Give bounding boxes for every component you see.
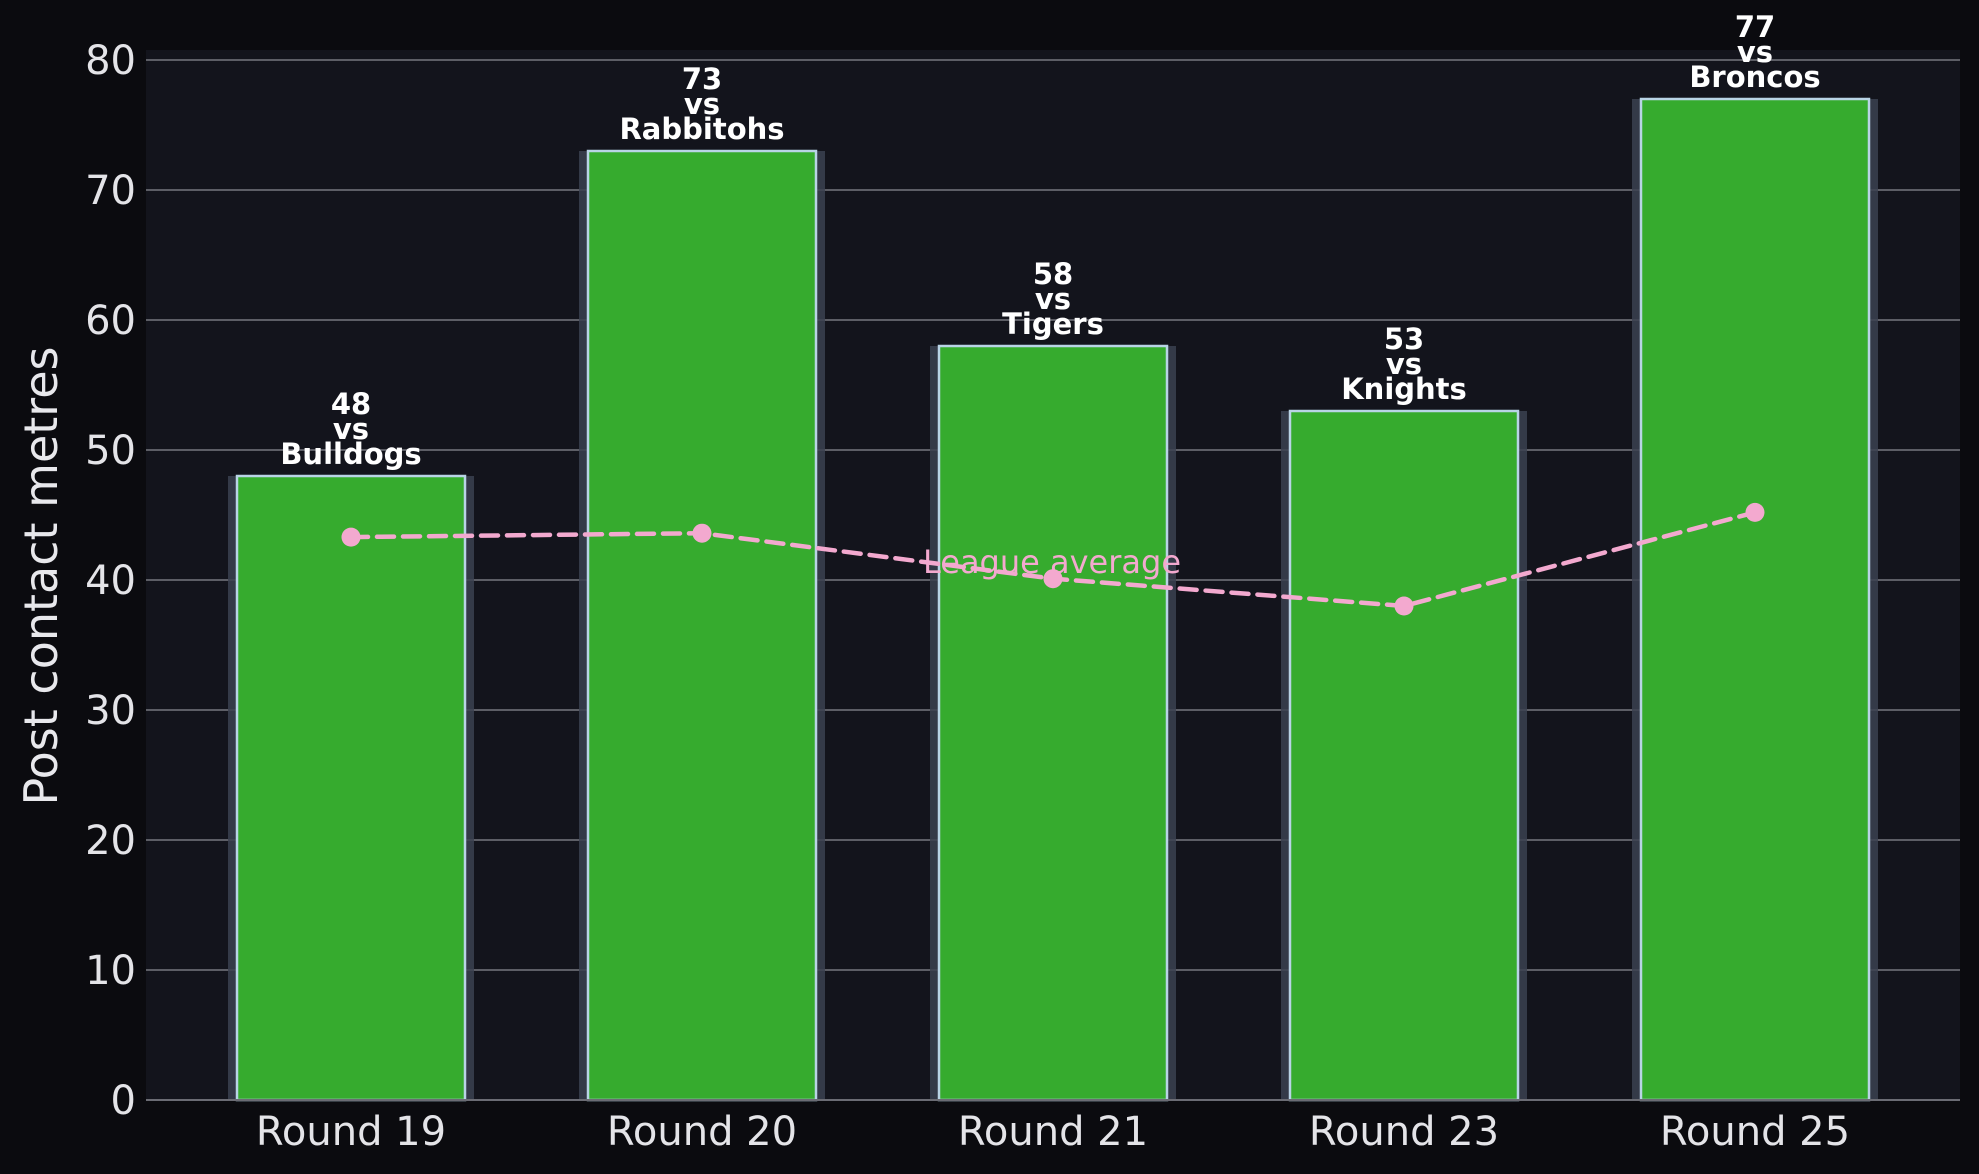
x-tick-label: Round 19 [256, 1109, 446, 1155]
bar-opponent: Broncos [1689, 60, 1820, 94]
y-tick-label: 60 [85, 298, 136, 344]
league-average-line [341, 502, 1765, 616]
league-average-point [1394, 596, 1414, 616]
bar-value-label: 48 vs Bulldogs [280, 387, 421, 471]
bar-opponent: Tigers [1002, 307, 1104, 341]
y-tick-label: 40 [85, 558, 136, 604]
bar-opponent: Rabbitohs [619, 112, 784, 146]
y-tick-label: 20 [85, 818, 136, 864]
bar-value: 58 [1033, 257, 1073, 291]
bar [937, 344, 1169, 1102]
league-average-point [1745, 502, 1765, 522]
y-tick-label: 50 [85, 428, 136, 474]
league-average-point [1043, 569, 1063, 589]
x-tick-label: Round 25 [1660, 1109, 1850, 1155]
bars [228, 97, 1878, 1102]
league-average-point [692, 523, 712, 543]
y-tick-label: 10 [85, 948, 136, 994]
bar [1288, 409, 1520, 1102]
bar-vs: vs [684, 87, 720, 121]
x-tick-label: Round 20 [607, 1109, 797, 1155]
league-average-annotation: League average [923, 543, 1181, 581]
bar-opponent: Bulldogs [280, 437, 421, 471]
bar-vs: vs [1035, 282, 1071, 316]
y-tick-label: 70 [85, 168, 136, 214]
axes: 0 10 20 30 40 50 60 70 80 Round 19 Round 20 Round 2… [85, 38, 1960, 1155]
bar-opponent: Knights [1341, 372, 1467, 406]
bar-value: 48 [331, 387, 371, 421]
y-tick-label: 80 [85, 38, 136, 84]
league-average-point [341, 527, 361, 547]
x-tick-label: Round 23 [1309, 1109, 1499, 1155]
bar-value: 73 [682, 62, 722, 96]
bar [235, 474, 467, 1102]
bar-value: 77 [1735, 10, 1775, 44]
bar-vs: vs [1386, 347, 1422, 381]
bar-value-label: 58 vs Tigers [1002, 257, 1104, 341]
bar-vs: vs [333, 412, 369, 446]
y-tick-label: 0 [111, 1078, 136, 1124]
bar-value-label: 53 vs Knights [1341, 322, 1467, 406]
bar [586, 149, 818, 1102]
y-axis-title: Post contact metres [14, 347, 68, 806]
bar-value: 53 [1384, 322, 1424, 356]
bar-value-label: 73 vs Rabbitohs [619, 62, 784, 146]
bar [1639, 97, 1871, 1102]
bar-vs: vs [1737, 35, 1773, 69]
bar-value-label: 77 vs Broncos [1689, 10, 1820, 94]
x-tick-label: Round 21 [958, 1109, 1148, 1155]
y-tick-label: 30 [85, 688, 136, 734]
